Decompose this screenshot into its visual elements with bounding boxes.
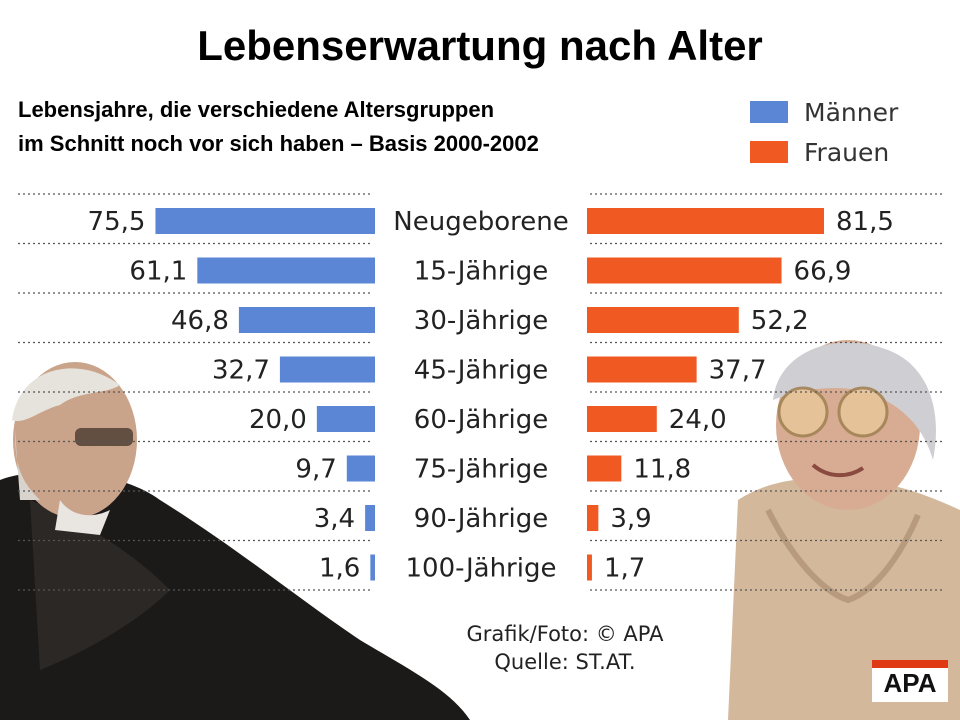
bar-men (197, 257, 375, 284)
bar-women (587, 455, 622, 482)
photo-elderly-man (0, 362, 470, 720)
bar-women (587, 307, 739, 333)
legend-label-men: Männer (804, 97, 899, 127)
value-label-men: 61,1 (129, 257, 187, 287)
legend-item-men: Männer (750, 92, 898, 132)
legend-item-women: Frauen (750, 132, 898, 172)
category-label: 60-Jährige (414, 405, 548, 435)
bar-men (365, 505, 375, 531)
bar-men (279, 356, 375, 383)
value-label-women: 1,7 (604, 554, 645, 584)
legend-label-women: Frauen (804, 137, 890, 167)
category-label: 100-Jährige (406, 554, 557, 584)
subtitle-line-2: im Schnitt noch vor sich haben – Basis 2… (18, 131, 539, 156)
subtitle-line-1: Lebensjahre, die verschiedene Altersgrup… (18, 97, 495, 122)
bar-men (346, 455, 375, 482)
apa-logo-text: APA (883, 668, 937, 698)
category-label: 75-Jährige (414, 455, 548, 485)
bar-women (587, 554, 592, 581)
value-label-men: 20,0 (249, 405, 307, 435)
value-label-men: 75,5 (88, 207, 146, 237)
category-label: 15-Jährige (414, 257, 548, 287)
credit-line: Grafik/Foto: © APA (466, 622, 664, 646)
value-label-women: 66,9 (794, 257, 852, 287)
bar-women (587, 505, 599, 531)
chart-subtitle: Lebensjahre, die verschiedene Altersgrup… (18, 93, 738, 161)
legend-swatch-women (750, 141, 788, 163)
value-label-men: 32,7 (212, 356, 270, 386)
value-label-women: 37,7 (709, 356, 767, 386)
bar-women (587, 356, 697, 383)
bar-women (587, 208, 824, 234)
value-label-men: 9,7 (295, 455, 336, 485)
bar-men (238, 307, 375, 333)
bar-women (587, 257, 782, 284)
value-label-women: 81,5 (836, 207, 894, 237)
category-label: 90-Jährige (414, 504, 548, 534)
bar-men (316, 406, 375, 432)
chart-title: Lebenserwartung nach Alter (197, 22, 763, 69)
source-credit: Grafik/Foto: © APA Quelle: ST.AT. (440, 620, 690, 676)
legend: Männer Frauen (750, 92, 898, 172)
value-label-women: 24,0 (669, 405, 727, 435)
bar-men (155, 208, 375, 234)
source-line: Quelle: ST.AT. (494, 650, 636, 674)
category-label: 45-Jährige (414, 356, 548, 386)
photo-elderly-woman (728, 340, 960, 720)
category-label: Neugeborene (393, 207, 568, 237)
value-label-men: 46,8 (171, 306, 229, 336)
value-label-women: 52,2 (751, 306, 809, 336)
value-label-men: 3,4 (314, 504, 355, 534)
legend-swatch-men (750, 101, 788, 123)
value-label-women: 3,9 (610, 504, 651, 534)
bar-women (587, 406, 657, 432)
apa-logo: APA (872, 660, 948, 702)
bar-men (370, 554, 375, 581)
value-label-men: 1,6 (319, 554, 360, 584)
value-label-women: 11,8 (633, 455, 691, 485)
category-label: 30-Jährige (414, 306, 548, 336)
apa-logo-bar (872, 660, 948, 668)
